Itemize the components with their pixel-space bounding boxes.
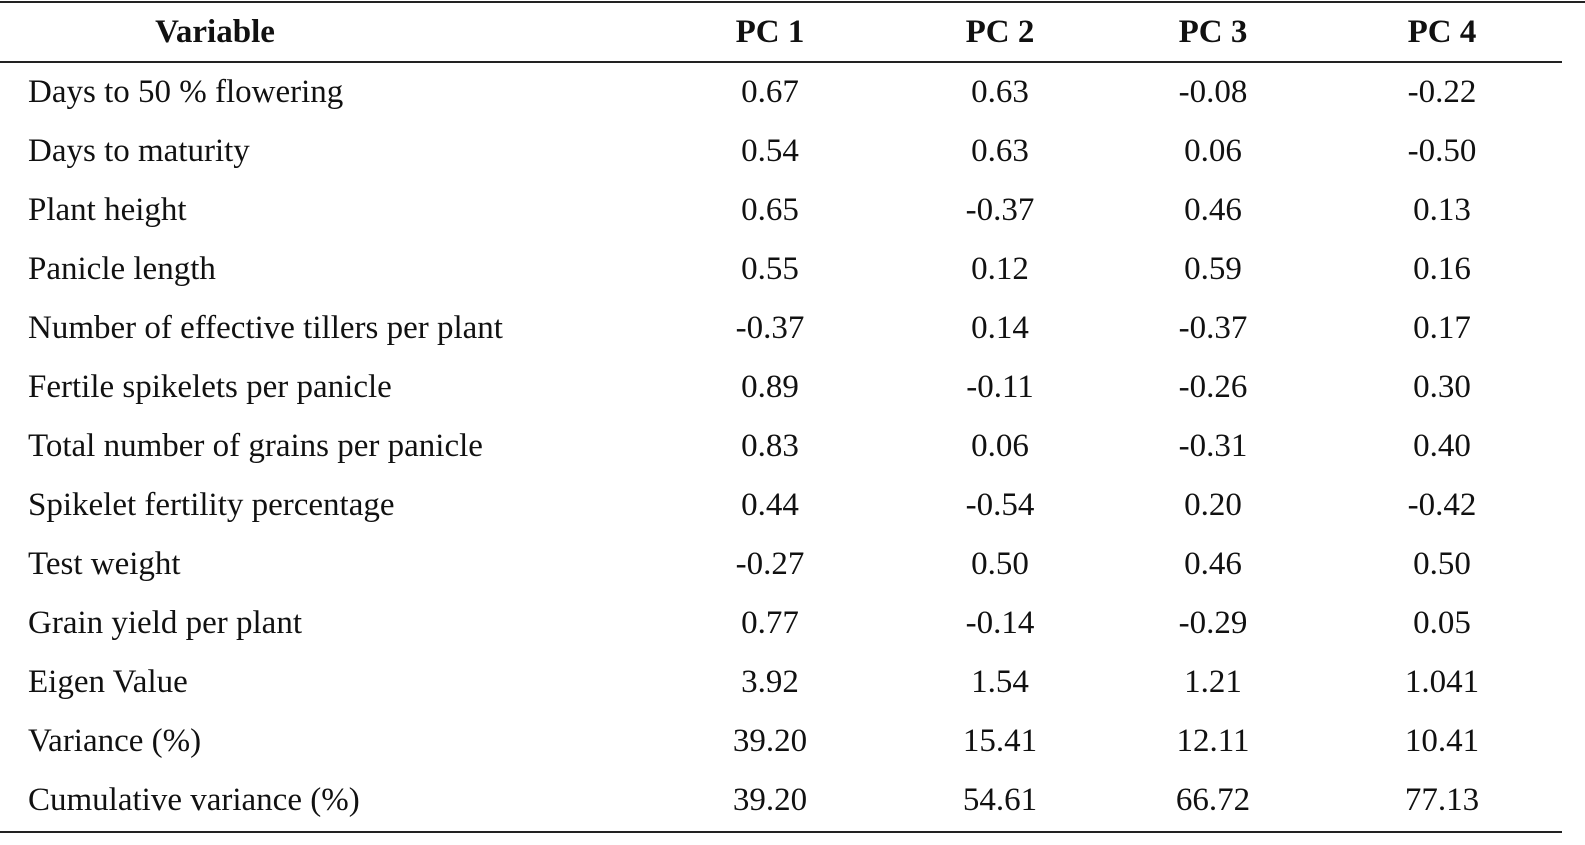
top-rule [0,1,1585,3]
row-label: Spikelet fertility percentage [28,487,395,523]
cell-value: -0.37 [965,192,1035,228]
cell-value: 0.40 [1413,428,1471,464]
row-label: Cumulative variance (%) [28,782,360,818]
cell-value: 39.20 [732,723,808,759]
cell-value: 0.54 [741,133,799,169]
cell-value: 0.77 [741,605,799,641]
cell-value: -0.54 [965,487,1035,523]
cell-value: 0.16 [1413,251,1471,287]
cell-value: 39.20 [732,782,808,818]
cell-value: 0.20 [1184,487,1242,523]
cell-value: 10.41 [1404,723,1480,759]
row-label: Total number of grains per panicle [28,428,483,464]
cell-value: 0.67 [741,74,799,110]
cell-value: 1.21 [1184,664,1242,700]
cell-value: -0.26 [1178,369,1248,405]
cell-value: -0.31 [1178,428,1248,464]
column-header: PC 4 [1407,14,1477,50]
cell-value: 0.50 [1413,546,1471,582]
cell-value: -0.22 [1407,74,1477,110]
cell-value: 0.12 [971,251,1029,287]
row-label: Grain yield per plant [28,605,302,641]
cell-value: 0.59 [1184,251,1242,287]
cell-value: 0.05 [1413,605,1471,641]
cell-value: 54.61 [962,782,1038,818]
cell-value: 77.13 [1404,782,1480,818]
cell-value: 0.50 [971,546,1029,582]
cell-value: -0.14 [965,605,1035,641]
column-header: PC 3 [1178,14,1248,50]
cell-value: 0.46 [1184,546,1242,582]
cell-value: 0.30 [1413,369,1471,405]
cell-value: 0.44 [741,487,799,523]
cell-value: 0.55 [741,251,799,287]
cell-value: 12.11 [1176,723,1250,759]
row-label: Test weight [28,546,181,582]
row-label: Fertile spikelets per panicle [28,369,392,405]
cell-value: 0.06 [1184,133,1242,169]
cell-value: -0.11 [966,369,1034,405]
cell-value: 15.41 [962,723,1038,759]
cell-value: 0.17 [1413,310,1471,346]
bottom-rule [0,831,1562,833]
row-label: Plant height [28,192,187,228]
cell-value: 66.72 [1175,782,1251,818]
cell-value: -0.42 [1407,487,1477,523]
column-header: Variable [155,14,275,50]
cell-value: -0.29 [1178,605,1248,641]
cell-value: -0.37 [735,310,805,346]
column-header: PC 1 [735,14,805,50]
cell-value: 0.06 [971,428,1029,464]
row-label: Eigen Value [28,664,188,700]
cell-value: -0.08 [1178,74,1248,110]
cell-value: 0.89 [741,369,799,405]
cell-value: 0.46 [1184,192,1242,228]
cell-value: 0.83 [741,428,799,464]
cell-value: 1.041 [1404,664,1480,700]
cell-value: 0.14 [971,310,1029,346]
cell-value: -0.27 [735,546,805,582]
cell-value: 0.63 [971,133,1029,169]
header-rule [0,61,1562,63]
row-label: Number of effective tillers per plant [28,310,503,346]
cell-value: 1.54 [971,664,1029,700]
cell-value: 0.65 [741,192,799,228]
cell-value: 0.13 [1413,192,1471,228]
cell-value: -0.50 [1407,133,1477,169]
cell-value: 0.63 [971,74,1029,110]
row-label: Panicle length [28,251,216,287]
row-label: Days to 50 % flowering [28,74,344,110]
row-label: Days to maturity [28,133,250,169]
column-header: PC 2 [965,14,1035,50]
cell-value: 3.92 [741,664,799,700]
row-label: Variance (%) [28,723,202,759]
cell-value: -0.37 [1178,310,1248,346]
